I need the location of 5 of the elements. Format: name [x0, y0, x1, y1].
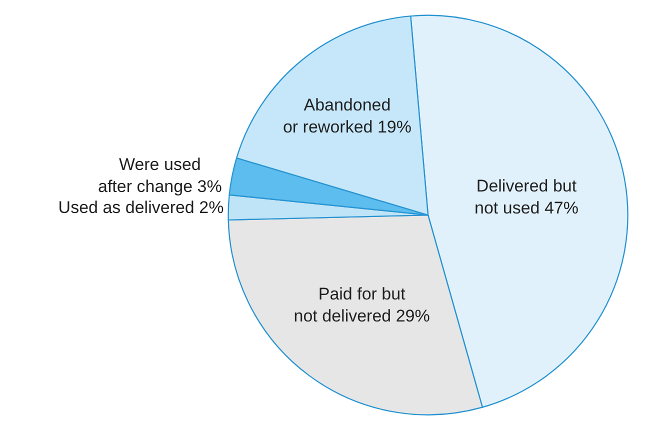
slice-label: Delivered but not used 47%: [474, 176, 578, 218]
slice-label: Paid for but not delivered 29%: [294, 284, 430, 326]
slice-label: Used as delivered 2%: [58, 198, 224, 217]
slice-label: Abandoned or reworked 19%: [282, 95, 412, 136]
slice-label: Were used after change 3%: [98, 154, 222, 196]
